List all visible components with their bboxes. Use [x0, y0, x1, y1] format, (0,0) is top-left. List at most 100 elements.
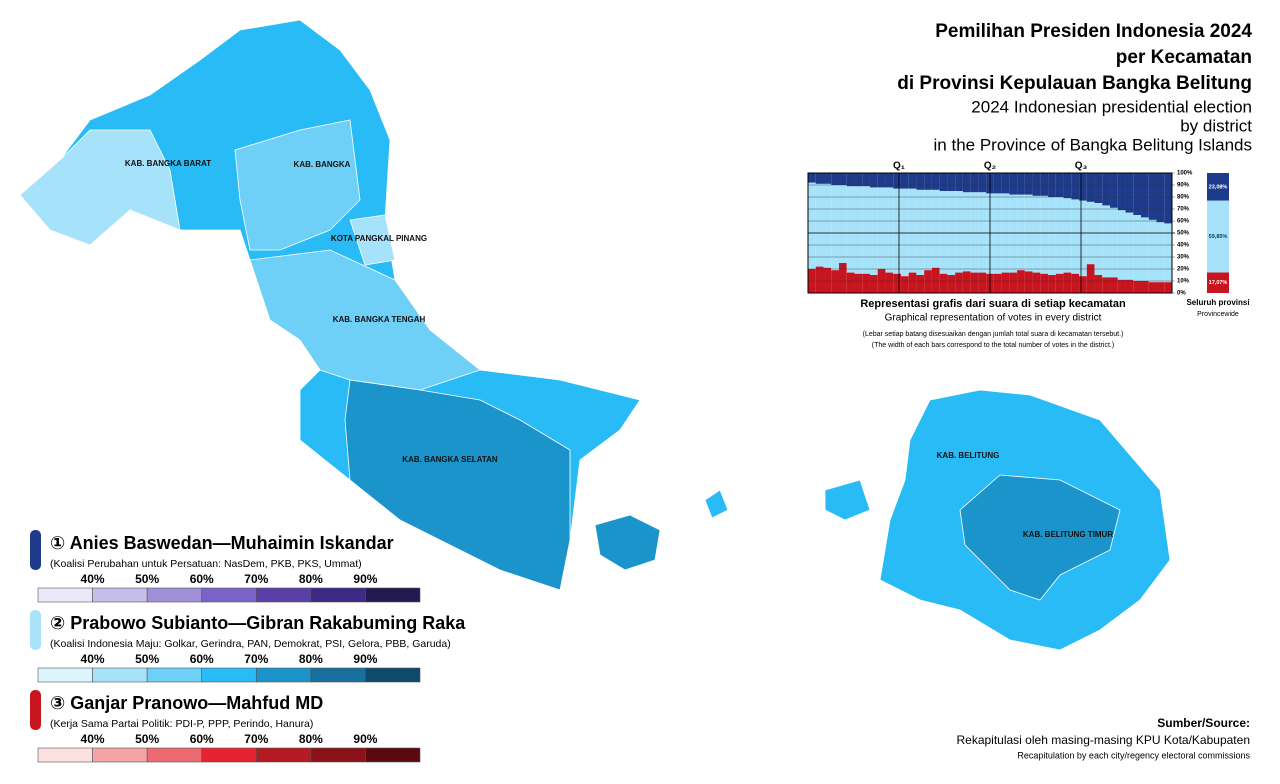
ganjar-segment [1009, 272, 1018, 293]
scale-cell [201, 587, 257, 603]
source: Sumber/Source: Rekapitulasi oleh masing-… [956, 716, 1250, 760]
y-tick-label: 70% [1177, 207, 1190, 213]
anies-segment [1040, 173, 1049, 196]
quartile-label: Q₃ [1075, 161, 1088, 172]
prabowo-segment [955, 191, 963, 273]
province-segment [1207, 200, 1229, 273]
scale-label: 90% [353, 652, 377, 666]
candidate-name: ① Anies Baswedan—Muhaimin Iskandar [50, 533, 394, 553]
scale-cell [37, 747, 93, 763]
anies-segment [1133, 173, 1142, 215]
anies-segment [1017, 173, 1025, 195]
scale-cell [365, 747, 421, 763]
candidate-swatch [30, 610, 41, 650]
prabowo-segment [815, 183, 824, 267]
prabowo-segment [1141, 217, 1149, 281]
region-label: KAB. BANGKA TENGAH [333, 315, 426, 324]
ganjar-segment [970, 272, 979, 293]
scale-label: 70% [244, 652, 268, 666]
prabowo-segment [808, 182, 816, 269]
scale-label: 90% [353, 732, 377, 746]
scale-cell [92, 747, 148, 763]
title-line: Pemilihan Presiden Indonesia 2024 [935, 21, 1252, 42]
anies-segment [1009, 173, 1018, 195]
title-line: di Provinsi Kepulauan Bangka Belitung [897, 73, 1252, 94]
y-tick-label: 60% [1177, 219, 1190, 225]
ganjar-segment [846, 272, 855, 293]
scale-label: 40% [81, 732, 105, 746]
prabowo-segment [924, 189, 932, 271]
y-tick-label: 90% [1177, 183, 1190, 189]
ganjar-segment [893, 273, 901, 293]
scale-cell [310, 747, 366, 763]
anies-segment [823, 173, 832, 184]
scale-label: 80% [299, 732, 323, 746]
bangka-area [234, 119, 361, 251]
province-value-label: 17,07% [1209, 280, 1228, 286]
scale-label: 70% [244, 732, 268, 746]
anies-segment [1141, 173, 1149, 218]
prabowo-segment [1063, 198, 1072, 273]
ganjar-segment [1086, 264, 1095, 293]
source-line: Rekapitulasi oleh masing-masing KPU Kota… [956, 733, 1250, 747]
ganjar-segment [1048, 275, 1056, 293]
small-island [824, 479, 871, 521]
ganjar-segment [854, 273, 863, 293]
scale-cell [92, 667, 148, 683]
prabowo-segment [846, 186, 855, 273]
ganjar-segment [978, 272, 987, 293]
ganjar-segment [1148, 282, 1157, 293]
province-segment [1207, 272, 1229, 293]
y-tick-label: 10% [1177, 279, 1190, 285]
header: Pemilihan Presiden Indonesia 2024 per Ke… [897, 21, 1252, 154]
chart-title: Representasi grafis dari suara di setiap… [860, 298, 1126, 310]
prabowo-segment [931, 189, 940, 268]
anies-segment [846, 173, 855, 187]
y-tick-label: 20% [1177, 267, 1190, 273]
prabowo-segment [1133, 215, 1142, 281]
ganjar-segment [885, 272, 894, 293]
ganjar-segment [1024, 271, 1033, 293]
prabowo-segment [993, 193, 1002, 274]
scale-label: 40% [81, 652, 105, 666]
ganjar-segment [924, 270, 932, 293]
anies-segment [1079, 173, 1087, 201]
y-tick-label: 80% [1177, 195, 1190, 201]
anies-segment [993, 173, 1002, 194]
ganjar-segment [869, 275, 878, 293]
anies-segment [978, 173, 987, 193]
ganjar-segment [1040, 273, 1049, 293]
prabowo-segment [1125, 212, 1134, 280]
anies-segment [862, 173, 870, 187]
ganjar-segment [1063, 272, 1072, 293]
scale-label: 60% [190, 652, 214, 666]
prabowo-segment [1048, 197, 1056, 275]
region-label: KOTA PANGKAL PINANG [331, 234, 427, 243]
ganjar-segment [1117, 279, 1126, 293]
province-value-label: 59,85% [1209, 234, 1228, 240]
ganjar-segment [931, 267, 940, 293]
ganjar-segment [1156, 282, 1165, 293]
anies-segment [924, 173, 932, 190]
anies-segment [808, 173, 816, 183]
anies-segment [970, 173, 979, 193]
candidate-name: ② Prabowo Subianto—Gibran Rakabuming Rak… [50, 613, 466, 633]
source-heading: Sumber/Source: [1157, 716, 1250, 730]
prabowo-segment [1071, 199, 1080, 274]
anies-segment [900, 173, 909, 189]
prabowo-segment [823, 183, 832, 268]
anies-segment [885, 173, 894, 188]
ganjar-segment [1164, 282, 1172, 293]
prabowo-segment [862, 186, 870, 274]
prabowo-segment [1156, 222, 1165, 283]
subtitle-line: in the Province of Bangka Belitung Islan… [934, 135, 1252, 154]
prabowo-segment [900, 188, 909, 277]
ganjar-segment [962, 271, 971, 293]
source-line: Recapitulation by each city/regency elec… [1017, 750, 1250, 760]
scale-cell [365, 587, 421, 603]
ganjar-segment [831, 270, 839, 293]
prabowo-segment [1148, 219, 1157, 283]
anies-segment [893, 173, 901, 189]
anies-segment [1110, 173, 1118, 208]
